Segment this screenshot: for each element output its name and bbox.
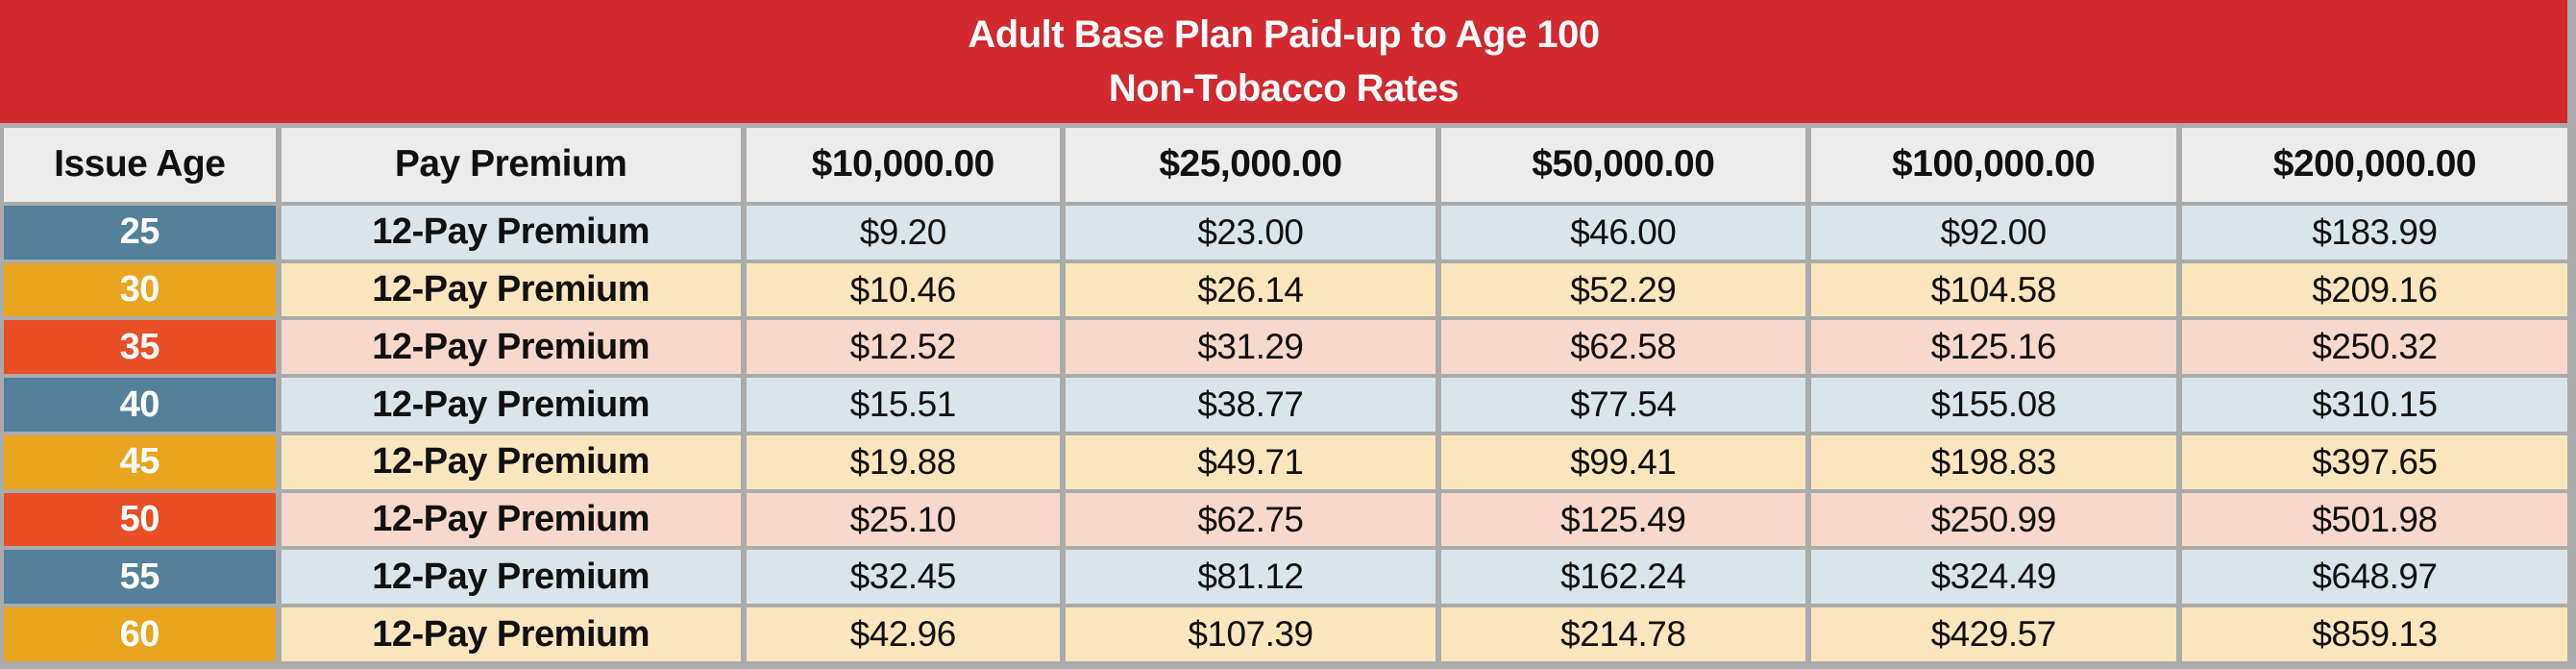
rate-value-cell: $9.20 xyxy=(746,205,1060,260)
rate-value-cell: $31.29 xyxy=(1065,320,1436,375)
rate-value-cell: $49.71 xyxy=(1065,434,1436,489)
column-header-50000: $50,000.00 xyxy=(1441,128,1805,202)
rate-value-cell: $10.46 xyxy=(746,262,1060,317)
issue-age-cell: 25 xyxy=(4,205,276,260)
rate-value-cell: $25.10 xyxy=(746,492,1060,547)
page-title: Adult Base Plan Paid-up to Age 100 xyxy=(968,13,1600,56)
rate-value-cell: $501.98 xyxy=(2181,492,2567,547)
rate-value-cell: $42.96 xyxy=(746,607,1060,661)
rate-value-cell: $209.16 xyxy=(2181,262,2567,317)
rate-value-cell: $19.88 xyxy=(746,434,1060,489)
rate-value-cell: $62.75 xyxy=(1065,492,1436,547)
rate-value-cell: $429.57 xyxy=(1810,607,2176,661)
rate-value-cell: $23.00 xyxy=(1065,205,1436,260)
rate-value-cell: $183.99 xyxy=(2181,205,2567,260)
rate-value-cell: $162.24 xyxy=(1441,550,1805,605)
rate-value-cell: $38.77 xyxy=(1065,378,1436,432)
rate-value-cell: $52.29 xyxy=(1441,262,1805,317)
issue-age-cell: 35 xyxy=(4,320,276,375)
rate-value-cell: $92.00 xyxy=(1810,205,2176,260)
rate-value-cell: $77.54 xyxy=(1441,378,1805,432)
rate-value-cell: $310.15 xyxy=(2181,378,2567,432)
issue-age-cell: 45 xyxy=(4,434,276,489)
table-header-row: Issue Age Pay Premium $10,000.00 $25,000… xyxy=(4,128,2567,202)
rate-table: Issue Age Pay Premium $10,000.00 $25,000… xyxy=(0,123,2576,669)
table-row: 40 12-Pay Premium $15.51 $38.77 $77.54 $… xyxy=(4,378,2567,432)
column-header-25000: $25,000.00 xyxy=(1065,128,1436,202)
issue-age-cell: 60 xyxy=(4,607,276,661)
rate-value-cell: $99.41 xyxy=(1441,434,1805,489)
table-row: 25 12-Pay Premium $9.20 $23.00 $46.00 $9… xyxy=(4,205,2567,260)
table-row: 50 12-Pay Premium $25.10 $62.75 $125.49 … xyxy=(4,492,2567,547)
column-header-200000: $200,000.00 xyxy=(2181,128,2567,202)
rate-value-cell: $324.49 xyxy=(1810,550,2176,605)
rate-value-cell: $397.65 xyxy=(2181,434,2567,489)
rate-value-cell: $15.51 xyxy=(746,378,1060,432)
table-row: 30 12-Pay Premium $10.46 $26.14 $52.29 $… xyxy=(4,262,2567,317)
rate-value-cell: $12.52 xyxy=(746,320,1060,375)
rate-value-cell: $250.99 xyxy=(1810,492,2176,547)
issue-age-cell: 30 xyxy=(4,262,276,317)
rate-value-cell: $62.58 xyxy=(1441,320,1805,375)
rate-value-cell: $214.78 xyxy=(1441,607,1805,661)
rate-value-cell: $859.13 xyxy=(2181,607,2567,661)
rate-value-cell: $107.39 xyxy=(1065,607,1436,661)
rate-value-cell: $125.16 xyxy=(1810,320,2176,375)
rate-value-cell: $155.08 xyxy=(1810,378,2176,432)
premium-type-cell: 12-Pay Premium xyxy=(281,378,741,432)
issue-age-cell: 55 xyxy=(4,550,276,605)
premium-type-cell: 12-Pay Premium xyxy=(281,492,741,547)
table-row: 45 12-Pay Premium $19.88 $49.71 $99.41 $… xyxy=(4,434,2567,489)
column-header-issue-age: Issue Age xyxy=(4,128,276,202)
issue-age-cell: 50 xyxy=(4,492,276,547)
premium-type-cell: 12-Pay Premium xyxy=(281,434,741,489)
rate-value-cell: $26.14 xyxy=(1065,262,1436,317)
rate-value-cell: $104.58 xyxy=(1810,262,2176,317)
table-row: 55 12-Pay Premium $32.45 $81.12 $162.24 … xyxy=(4,550,2567,605)
premium-type-cell: 12-Pay Premium xyxy=(281,550,741,605)
column-header-100000: $100,000.00 xyxy=(1810,128,2176,202)
premium-type-cell: 12-Pay Premium xyxy=(281,262,741,317)
premium-type-cell: 12-Pay Premium xyxy=(281,205,741,260)
rate-value-cell: $32.45 xyxy=(746,550,1060,605)
rate-value-cell: $648.97 xyxy=(2181,550,2567,605)
rate-value-cell: $198.83 xyxy=(1810,434,2176,489)
column-header-10000: $10,000.00 xyxy=(746,128,1060,202)
page-subtitle: Non-Tobacco Rates xyxy=(1108,67,1460,110)
premium-type-cell: 12-Pay Premium xyxy=(281,320,741,375)
table-row: 35 12-Pay Premium $12.52 $31.29 $62.58 $… xyxy=(4,320,2567,375)
title-band: Adult Base Plan Paid-up to Age 100 Non-T… xyxy=(0,0,2567,123)
premium-type-cell: 12-Pay Premium xyxy=(281,607,741,661)
table-row: 60 12-Pay Premium $42.96 $107.39 $214.78… xyxy=(4,607,2567,661)
issue-age-cell: 40 xyxy=(4,378,276,432)
rate-value-cell: $125.49 xyxy=(1441,492,1805,547)
column-header-pay-premium: Pay Premium xyxy=(281,128,741,202)
rate-value-cell: $250.32 xyxy=(2181,320,2567,375)
rate-value-cell: $81.12 xyxy=(1065,550,1436,605)
rate-value-cell: $46.00 xyxy=(1441,205,1805,260)
